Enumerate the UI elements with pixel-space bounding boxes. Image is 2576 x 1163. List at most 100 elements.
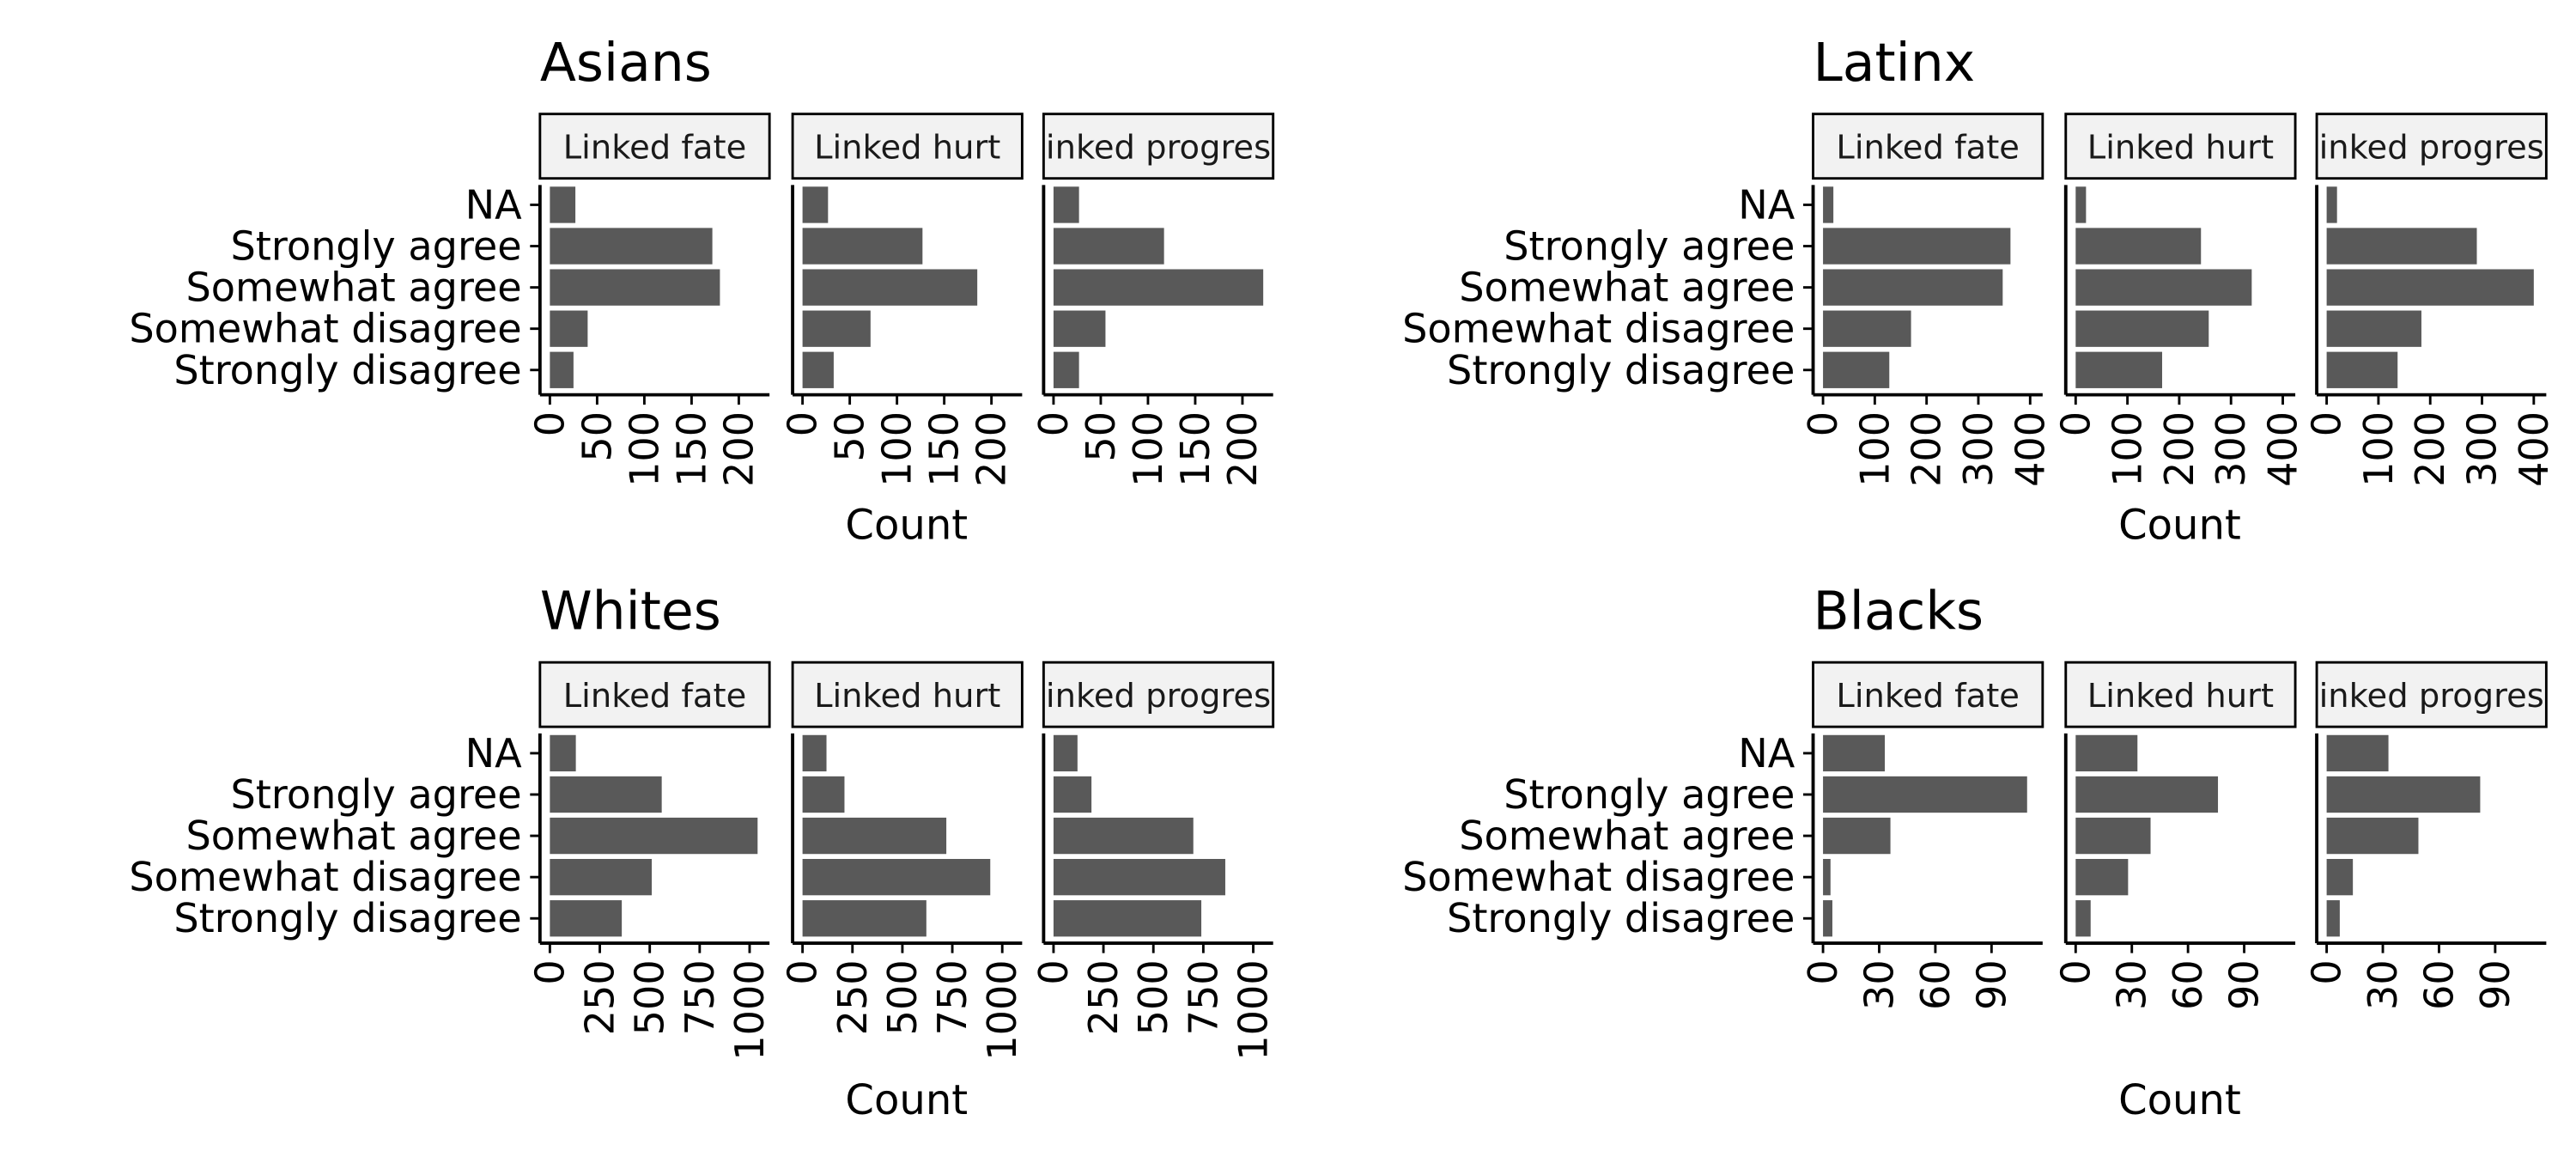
whites-category-label: Strongly agree	[231, 771, 522, 818]
latinx-linked-fate-bar-somewhat-agree	[1823, 269, 2003, 306]
blacks-linked-fate-bar-strongly-agree	[1823, 776, 2027, 813]
asians-linked-fate-strip	[538, 113, 771, 180]
whites-linked-hurt-x-tick-label: 250	[829, 959, 876, 1035]
latinx-linked-progress-strip	[2315, 113, 2548, 180]
asians-category-label: Somewhat agree	[186, 265, 522, 311]
asians-linked-fate-x-tick-label: 0	[526, 411, 573, 436]
latinx-linked-fate-x-tick-label: 100	[1851, 411, 1898, 487]
asians-linked-progress-x-tick-label: 200	[1219, 411, 1266, 487]
asians-linked-hurt-bar-strongly-agree	[802, 228, 923, 265]
asians-x-axis-title: Count	[845, 502, 968, 550]
latinx-x-axis-title: Count	[2118, 502, 2241, 550]
latinx-linked-fate-x-tick-label: 300	[1955, 411, 2002, 487]
latinx-linked-progress-x-tick-label: 300	[2459, 411, 2506, 487]
asians-linked-hurt-bar-somewhat-agree	[802, 269, 978, 306]
whites-linked-hurt-bar-na	[802, 734, 827, 772]
asians-linked-hurt-x-tick-label: 200	[969, 411, 1015, 487]
blacks-category-label: NA	[1738, 730, 1795, 776]
whites-linked-fate-x-tick-label: 250	[577, 959, 623, 1035]
asians-linked-progress-bar-strongly-disagree	[1053, 351, 1079, 388]
blacks-linked-progress-x-tick-label: 30	[2360, 959, 2406, 1010]
whites-linked-hurt-strip-label: Linked hurt	[814, 677, 1000, 715]
latinx-linked-progress-bar-strongly-disagree	[2326, 351, 2398, 388]
latinx-linked-progress-x-tick-label: 0	[2304, 411, 2350, 436]
latinx-category-label: Somewhat disagree	[1402, 306, 1795, 352]
whites-linked-hurt-x-tick-label: 750	[929, 959, 975, 1035]
whites-linked-hurt-bar-strongly-disagree	[802, 900, 927, 937]
blacks-linked-hurt-strip	[2064, 661, 2297, 728]
latinx-linked-hurt-bar-na	[2075, 186, 2087, 223]
asians-linked-progress-bar-somewhat-disagree	[1053, 310, 1106, 347]
latinx-linked-progress-x-tick-label: 100	[2355, 411, 2402, 487]
asians-linked-progress-x-tick-label: 0	[1030, 411, 1077, 436]
asians-linked-hurt-x-tick-label: 150	[921, 411, 968, 487]
asians-linked-fate-strip-label: Linked fate	[563, 129, 747, 167]
asians-linked-fate-x-tick-label: 150	[668, 411, 714, 487]
whites-linked-progress-bar-strongly-disagree	[1053, 900, 1202, 937]
whites-category-label: Somewhat agree	[186, 813, 522, 859]
blacks-linked-fate-bar-somewhat-agree	[1823, 817, 1891, 855]
blacks-linked-fate-x-tick-label: 30	[1856, 959, 1902, 1010]
blacks-linked-hurt-bar-somewhat-disagree	[2075, 859, 2129, 896]
blacks-linked-fate-bar-strongly-disagree	[1823, 900, 1832, 937]
latinx-title: Latinx	[1814, 32, 1976, 94]
asians-linked-hurt-bar-na	[802, 186, 829, 223]
whites-linked-fate-x-tick-label: 1000	[726, 959, 773, 1060]
whites-linked-progress-strip	[1042, 661, 1275, 728]
whites-category-label: Strongly disagree	[173, 895, 521, 941]
whites-linked-fate-bar-strongly-agree	[550, 776, 662, 813]
asians-linked-hurt-bar-strongly-disagree	[802, 351, 834, 388]
asians-linked-hurt-strip-label: Linked hurt	[814, 129, 1000, 167]
latinx-linked-hurt-x-tick-label: 0	[2052, 411, 2099, 436]
blacks-category-label: Somewhat disagree	[1402, 854, 1795, 900]
asians-linked-fate-bar-na	[550, 186, 576, 223]
asians-linked-progress-x-tick-label: 50	[1078, 411, 1124, 462]
latinx-linked-fate-x-tick-label: 400	[2007, 411, 2053, 487]
whites-linked-progress-bar-na	[1053, 734, 1078, 772]
blacks-linked-hurt-bar-strongly-agree	[2075, 776, 2219, 813]
blacks-linked-hurt-x-tick-label: 0	[2052, 959, 2099, 984]
latinx-linked-fate-bar-strongly-disagree	[1823, 351, 1890, 388]
blacks-category-label: Strongly agree	[1504, 771, 1795, 818]
asians-linked-fate-bar-somewhat-disagree	[550, 310, 588, 347]
latinx-linked-hurt-bar-somewhat-disagree	[2075, 310, 2209, 347]
latinx-linked-progress-x-tick-label: 400	[2511, 411, 2557, 487]
whites-linked-progress-x-tick-label: 0	[1030, 959, 1077, 984]
latinx-category-label: Strongly disagree	[1447, 347, 1795, 393]
blacks-linked-progress-strip	[2315, 661, 2548, 728]
whites-linked-fate-x-tick-label: 750	[677, 959, 723, 1035]
whites-linked-progress-x-tick-label: 1000	[1230, 959, 1277, 1060]
latinx-linked-hurt-x-tick-label: 100	[2105, 411, 2151, 487]
asians-linked-progress-x-tick-label: 100	[1125, 411, 1171, 487]
blacks-linked-fate-x-tick-label: 60	[1912, 959, 1959, 1010]
asians-category-label: Strongly agree	[231, 223, 522, 270]
latinx-linked-hurt-x-tick-label: 200	[2156, 411, 2202, 487]
latinx-linked-hurt-strip-label: Linked hurt	[2087, 129, 2274, 167]
latinx-linked-fate-x-tick-label: 0	[1800, 411, 1846, 436]
blacks-linked-progress-x-tick-label: 60	[2415, 959, 2462, 1010]
blacks-linked-hurt-strip-label: Linked hurt	[2087, 677, 2274, 715]
whites-category-label: Somewhat disagree	[129, 854, 521, 900]
whites-linked-progress-bar-strongly-agree	[1053, 776, 1092, 813]
blacks-linked-hurt-x-tick-label: 30	[2109, 959, 2155, 1010]
latinx-linked-hurt-bar-somewhat-agree	[2075, 269, 2252, 306]
blacks-linked-hurt-x-tick-label: 90	[2221, 959, 2268, 1010]
latinx-linked-fate-bar-somewhat-disagree	[1823, 310, 1911, 347]
blacks-linked-fate-strip	[1812, 661, 2044, 728]
blacks-linked-fate-x-tick-label: 0	[1800, 959, 1846, 984]
whites-linked-hurt-strip	[791, 661, 1024, 728]
latinx-category-label: NA	[1738, 181, 1795, 228]
asians-category-label: NA	[465, 181, 523, 228]
latinx-linked-hurt-bar-strongly-agree	[2075, 228, 2202, 265]
whites-linked-progress-x-tick-label: 250	[1080, 959, 1127, 1035]
blacks-linked-fate-bar-somewhat-disagree	[1823, 859, 1831, 896]
blacks-linked-progress-x-tick-label: 90	[2472, 959, 2518, 1010]
whites-linked-progress-x-tick-label: 750	[1180, 959, 1226, 1035]
asians-linked-fate-x-tick-label: 200	[715, 411, 762, 487]
latinx-linked-hurt-strip	[2064, 113, 2297, 180]
whites-linked-progress-bar-somewhat-disagree	[1053, 859, 1225, 896]
asians-linked-progress-strip-label: inked progres	[1046, 129, 1271, 167]
blacks-linked-hurt-x-tick-label: 60	[2165, 959, 2211, 1010]
asians-title: Asians	[540, 32, 712, 94]
